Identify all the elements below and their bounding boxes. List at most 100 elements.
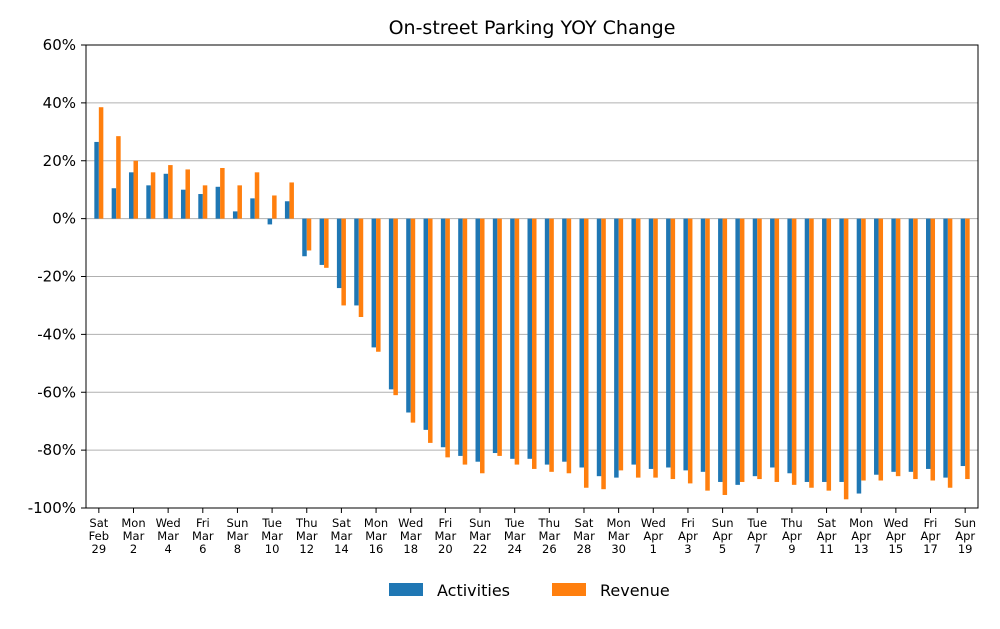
activities-bar <box>579 218 584 468</box>
x-tick-label-line: 6 <box>199 542 206 556</box>
x-tick-label-line: 2 <box>130 542 137 556</box>
revenue-bar <box>410 218 416 423</box>
activities-bar <box>770 218 775 468</box>
legend-label: Activities <box>437 581 510 600</box>
activities-bar <box>371 218 377 348</box>
x-tick-label-line: Mon <box>849 516 873 530</box>
x-tick-label: Wed Mar 4 <box>156 516 181 556</box>
x-tick-label-line: Thu <box>295 516 318 530</box>
activities-bar <box>527 218 532 459</box>
y-tick-label: 60% <box>43 36 76 54</box>
x-tick-label-line: Apr <box>643 529 663 543</box>
x-tick-label-line: 12 <box>299 542 314 556</box>
x-tick-label: Thu Mar 26 <box>538 516 561 556</box>
activities-bar <box>406 218 411 413</box>
y-tick-label: -80% <box>37 441 76 459</box>
x-tick-label-line: Mar <box>469 529 491 543</box>
x-tick-label-line: Sun <box>227 516 249 530</box>
x-tick-label-line: Sat <box>817 516 836 530</box>
revenue-bar <box>826 218 832 491</box>
y-tick-label: -60% <box>37 383 76 401</box>
x-tick-label: Fri Apr 3 <box>678 516 698 556</box>
x-tick-label-line: Apr <box>817 529 837 543</box>
legend-swatch <box>389 583 423 596</box>
activities-bar <box>302 218 307 257</box>
x-tick-label-line: Apr <box>782 529 802 543</box>
activities-bar <box>440 218 446 448</box>
x-tick-label: Wed Apr 15 <box>883 516 908 556</box>
revenue-bar <box>739 218 745 482</box>
x-tick-label-line: 20 <box>438 542 453 556</box>
x-tick-label-line: Apr <box>678 529 698 543</box>
activities-bar <box>510 218 515 459</box>
activities-bar <box>804 218 810 482</box>
x-tick-label-line: Apr <box>886 529 906 543</box>
x-tick-label-line: Mar <box>157 529 179 543</box>
x-tick-label-line: Wed <box>156 516 181 530</box>
x-tick-label-line: 5 <box>719 542 726 556</box>
activities-bar <box>423 218 429 430</box>
revenue-bar <box>532 218 537 469</box>
activities-bar <box>146 185 151 219</box>
revenue-bar <box>583 218 589 488</box>
revenue-bar <box>757 218 762 480</box>
x-tick-label: Mon Apr 13 <box>849 516 873 556</box>
x-tick-label-line: 1 <box>650 542 657 556</box>
activities-bar <box>839 218 844 482</box>
y-tick-label: -20% <box>37 268 76 286</box>
x-tick-label-line: 8 <box>234 542 241 556</box>
revenue-bar <box>237 185 242 219</box>
revenue-bar <box>913 218 918 480</box>
activities-bar <box>960 218 966 467</box>
revenue-bar <box>774 218 780 482</box>
x-tick-label: Mon Mar 2 <box>121 516 145 556</box>
x-tick-label: Sun Mar 8 <box>227 516 249 556</box>
revenue-bar <box>947 218 953 488</box>
x-tick-label-line: Sun <box>954 516 976 530</box>
activities-bar <box>232 211 238 219</box>
legend-swatch <box>552 583 586 596</box>
x-tick-label: Tue Apr 7 <box>746 516 767 556</box>
revenue-bar <box>635 218 641 478</box>
x-tick-label: Thu Mar 12 <box>295 516 318 556</box>
x-tick-label-line: 28 <box>577 542 592 556</box>
x-tick-label-line: Mar <box>538 529 560 543</box>
x-tick-label-line: 11 <box>819 542 834 556</box>
revenue-bar <box>341 218 346 306</box>
x-tick-label: Tue Mar 24 <box>504 516 526 556</box>
x-tick-label-line: 16 <box>369 542 384 556</box>
x-tick-label-line: Fri <box>196 516 210 530</box>
activities-bar <box>943 218 948 478</box>
x-tick-label-line: Mar <box>573 529 595 543</box>
revenue-bar <box>462 218 468 465</box>
revenue-bar <box>965 218 970 480</box>
x-tick-label-line: Tue <box>746 516 767 530</box>
x-tick-label-line: Mon <box>121 516 145 530</box>
activities-bar <box>787 218 792 474</box>
activities-bar <box>111 188 117 219</box>
x-tick-label: Fri Apr 17 <box>921 516 941 556</box>
x-tick-label: Sat Mar 28 <box>573 516 595 556</box>
x-tick-label: Wed Apr 1 <box>641 516 666 556</box>
y-tick-label: -100% <box>28 499 76 517</box>
x-tick-label: Tue Mar 10 <box>261 516 283 556</box>
legend-label: Revenue <box>600 581 670 600</box>
x-tick-label-line: Tue <box>504 516 525 530</box>
revenue-bar <box>861 218 866 481</box>
x-tick-label-line: 29 <box>92 542 107 556</box>
y-tick-label: 0% <box>52 210 76 228</box>
activities-bar <box>128 172 134 219</box>
x-tick-label-line: Mar <box>227 529 249 543</box>
revenue-bar <box>376 218 381 352</box>
chart-title: On-street Parking YOY Change <box>389 17 676 39</box>
x-tick-label-line: Tue <box>261 516 282 530</box>
x-tick-label-line: Mar <box>192 529 214 543</box>
activities-bar <box>718 218 723 482</box>
activities-bar <box>215 186 221 219</box>
x-tick-label: Mon Mar 16 <box>364 516 388 556</box>
x-tick-label-line: Mar <box>504 529 526 543</box>
x-tick-label-line: Sun <box>712 516 734 530</box>
revenue-bar <box>618 218 624 471</box>
